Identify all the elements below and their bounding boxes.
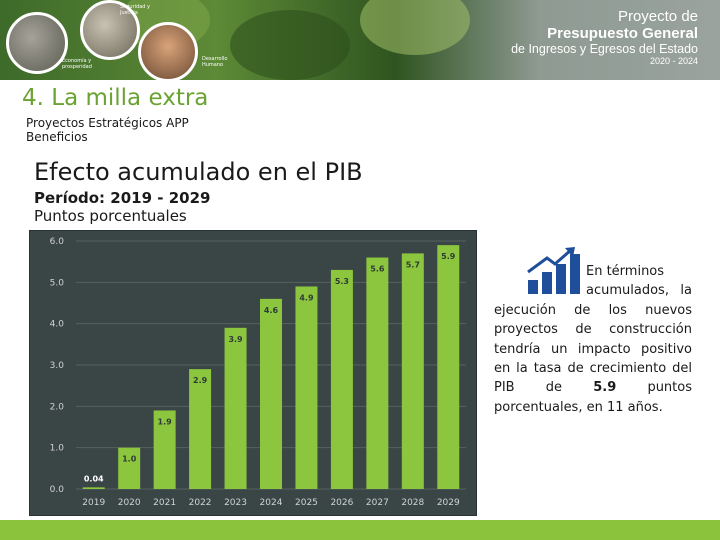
logo-line: Presupuesto General	[547, 25, 698, 42]
x-tick-label: 2027	[366, 498, 389, 508]
note-highlight-value: 5.9	[593, 380, 617, 396]
bar-value-label: 5.9	[441, 252, 456, 261]
bar-value-label: 5.3	[335, 277, 349, 286]
bar	[118, 447, 141, 489]
foliage-decoration	[230, 10, 350, 80]
section-title: 4. La milla extra	[22, 85, 209, 111]
summary-note: En términos acumulados, la ejecución de …	[494, 262, 692, 417]
subtitle-benefits: Beneficios	[26, 130, 88, 144]
y-tick-label: 0.0	[50, 485, 65, 495]
period-label: Período: 2019 - 2029	[34, 189, 211, 207]
header-banner: Seguridad y Justicia Economía y prosperi…	[0, 0, 720, 80]
chart-canvas: 0.0 1.0 2.0 3.0 4.0 5.0 6.0 0.04 2019 1.0 2020 1.9 2…	[50, 237, 466, 508]
x-tick-label: 2026	[330, 498, 353, 508]
bar	[224, 327, 247, 489]
bar	[189, 369, 212, 489]
road-photo-icon	[6, 12, 68, 74]
bar-value-label: 5.7	[406, 260, 420, 269]
note-line: ejecución de los nuevos	[494, 302, 692, 318]
circle-label-economy: Economía y prosperidad	[62, 58, 92, 70]
note-line: en la tasa de crecimiento del	[494, 361, 692, 377]
x-tick-label: 2023	[224, 498, 247, 508]
y-tick-label: 1.0	[50, 444, 65, 454]
child-photo-icon	[138, 22, 198, 80]
bar	[260, 298, 282, 489]
x-tick-label: 2028	[401, 498, 424, 508]
bar-value-label: 4.6	[264, 306, 279, 315]
note-word: puntos	[647, 380, 692, 396]
bar-value-label: 2.9	[193, 376, 208, 385]
logo-line: Proyecto de	[617, 8, 698, 25]
logo-line: 2020 - 2024	[649, 56, 698, 66]
y-tick-label: 5.0	[50, 278, 65, 288]
x-tick-label: 2024	[260, 498, 283, 508]
x-tick-label: 2022	[189, 498, 212, 508]
bar-value-label: 4.9	[299, 293, 314, 302]
bar-value-label: 5.6	[370, 265, 385, 274]
bar-value-label: 3.9	[228, 335, 243, 344]
bar	[82, 487, 105, 489]
x-tick-label: 2025	[295, 498, 318, 508]
bar-value-label: 1.0	[122, 455, 137, 464]
bar	[295, 286, 318, 489]
x-tick-label: 2020	[118, 498, 141, 508]
bar	[366, 257, 389, 489]
y-tick-label: 4.0	[50, 320, 65, 330]
budget-logo: Proyecto de Presupuesto General de Ingre…	[511, 8, 698, 67]
note-line: acumulados, la	[586, 283, 692, 299]
bar	[401, 253, 424, 489]
bar-value-label: 0.04	[84, 474, 104, 483]
x-tick-label: 2019	[82, 498, 105, 508]
note-line: proyectos de construcción	[494, 322, 692, 338]
gdp-bar-chart: 0.0 1.0 2.0 3.0 4.0 5.0 6.0 0.04 2019 1.0 2020 1.9 2…	[29, 230, 477, 516]
note-line: En términos	[586, 264, 665, 279]
building-photo-icon	[80, 0, 140, 60]
note-line: tendría un impacto positivo	[494, 341, 692, 357]
note-line: porcentuales, en 11 años.	[494, 399, 663, 415]
bar	[437, 245, 460, 489]
foliage-decoration	[360, 0, 470, 55]
bar	[153, 410, 176, 489]
logo-line: de Ingresos y Egresos del Estado	[511, 42, 698, 56]
circle-label-security: Seguridad y Justicia	[120, 4, 150, 16]
y-tick-label: 3.0	[50, 361, 65, 371]
units-label: Puntos porcentuales	[34, 207, 187, 225]
x-tick-label: 2021	[153, 498, 176, 508]
footer-bar	[0, 520, 720, 540]
bar-chart-growth-icon	[527, 247, 580, 294]
circle-label-development: Desarrollo Humano	[202, 56, 228, 68]
note-word: PIB	[494, 380, 515, 396]
chart-heading: Efecto acumulado en el PIB	[34, 158, 363, 186]
y-tick-label: 6.0	[50, 237, 65, 247]
x-tick-label: 2029	[437, 498, 460, 508]
note-line: PIB de 5.9 puntos	[494, 378, 692, 397]
y-tick-label: 2.0	[50, 402, 65, 412]
bar-value-label: 1.9	[158, 417, 173, 426]
note-word: de	[545, 380, 563, 396]
subtitle-projects: Proyectos Estratégicos APP	[26, 116, 189, 130]
bar	[330, 269, 353, 489]
